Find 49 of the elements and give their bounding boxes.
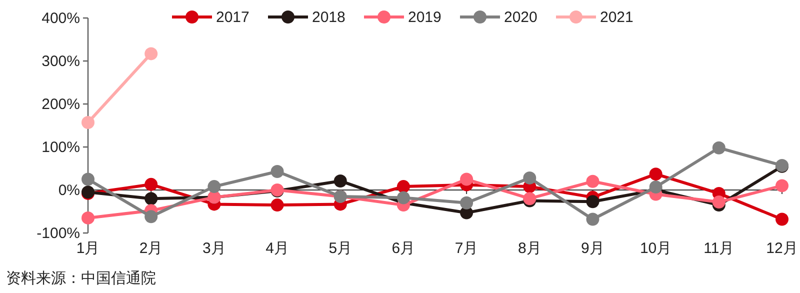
point [776, 179, 788, 192]
x-tick-label: 8月 [518, 240, 542, 257]
y-tick-label: -100% [36, 225, 80, 242]
point [82, 211, 94, 224]
point [208, 180, 221, 194]
y-tick-label: 400% [42, 10, 80, 27]
x-tick-label: 9月 [581, 240, 604, 257]
x-tick-label: 1月 [76, 240, 100, 257]
x-tick-label: 5月 [328, 240, 352, 257]
point [712, 196, 726, 209]
point [460, 196, 474, 210]
x-tick-label: 12月 [766, 240, 798, 257]
point [586, 195, 600, 208]
point [649, 168, 662, 181]
point [586, 212, 600, 226]
legend-label: 2021 [600, 9, 634, 26]
y-tick-label: 200% [42, 96, 80, 113]
y-tick-label: 300% [42, 53, 80, 70]
point [82, 116, 94, 129]
point [586, 174, 600, 188]
point [396, 180, 410, 194]
point [649, 180, 662, 194]
legend-label: 2018 [312, 9, 346, 26]
x-tick-label: 7月 [454, 240, 478, 257]
legend-label: 2017 [216, 9, 250, 26]
point [460, 172, 474, 186]
point [144, 178, 158, 191]
x-tick-label: 4月 [266, 240, 289, 257]
point [396, 191, 410, 204]
x-tick-label: 3月 [202, 240, 226, 257]
point [82, 172, 94, 186]
point [270, 198, 284, 212]
y-tick-label: 0% [58, 182, 80, 199]
x-tick-label: 10月 [640, 240, 672, 257]
x-tick-label: 11月 [704, 240, 734, 257]
legend-label: 2020 [504, 9, 538, 26]
point [144, 192, 158, 206]
text: 资料来源：中国信通院 [6, 270, 156, 287]
x-tick-label: 6月 [392, 240, 416, 257]
x-tick-label: 2月 [139, 240, 163, 257]
point [270, 165, 284, 178]
point [144, 47, 158, 60]
point [776, 212, 788, 226]
point [523, 171, 536, 184]
point [712, 141, 726, 154]
y-tick-label: 100% [42, 139, 80, 156]
point [334, 174, 347, 188]
point [144, 210, 158, 224]
legend-label: 2019 [408, 9, 442, 26]
